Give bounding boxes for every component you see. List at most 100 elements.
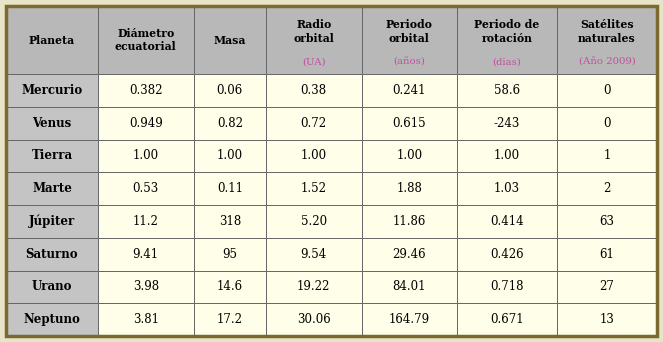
Bar: [194, 205, 266, 238]
Text: Satélites
naturales: Satélites naturales: [578, 19, 636, 44]
Bar: [6, 238, 98, 271]
Bar: [98, 74, 194, 107]
Bar: [457, 205, 557, 238]
Text: Júpiter: Júpiter: [29, 215, 75, 228]
Text: 0.38: 0.38: [301, 84, 327, 97]
Text: 9.41: 9.41: [133, 248, 159, 261]
Text: 0.671: 0.671: [491, 313, 524, 326]
Bar: [266, 172, 361, 205]
Text: 13: 13: [599, 313, 615, 326]
Bar: [457, 74, 557, 107]
Text: 0.06: 0.06: [217, 84, 243, 97]
Bar: [457, 107, 557, 140]
Bar: [6, 140, 98, 172]
Text: Diámetro
ecuatorial: Diámetro ecuatorial: [115, 28, 176, 52]
Text: 11.86: 11.86: [392, 215, 426, 228]
Bar: [361, 205, 457, 238]
Bar: [194, 271, 266, 303]
Bar: [194, 140, 266, 172]
Text: 30.06: 30.06: [297, 313, 331, 326]
Bar: [266, 6, 361, 74]
Text: 1.88: 1.88: [396, 182, 422, 195]
Text: 2: 2: [603, 182, 611, 195]
Bar: [6, 6, 98, 74]
Text: 1.03: 1.03: [494, 182, 520, 195]
Bar: [457, 238, 557, 271]
Text: 14.6: 14.6: [217, 280, 243, 293]
Text: 1: 1: [603, 149, 611, 162]
Bar: [557, 172, 657, 205]
Text: Radio
orbital: Radio orbital: [293, 19, 334, 44]
Bar: [266, 107, 361, 140]
Bar: [98, 172, 194, 205]
Bar: [557, 205, 657, 238]
Bar: [557, 140, 657, 172]
Bar: [266, 140, 361, 172]
Text: 0.414: 0.414: [491, 215, 524, 228]
Text: Periodo
orbital: Periodo orbital: [386, 19, 433, 44]
Bar: [557, 303, 657, 336]
Text: 1.00: 1.00: [396, 149, 422, 162]
Bar: [98, 205, 194, 238]
Text: 0.241: 0.241: [392, 84, 426, 97]
Bar: [361, 238, 457, 271]
Text: 0.11: 0.11: [217, 182, 243, 195]
Bar: [194, 107, 266, 140]
Text: (años): (años): [393, 57, 425, 66]
Bar: [266, 205, 361, 238]
Text: (Año 2009): (Año 2009): [579, 57, 635, 66]
Bar: [361, 271, 457, 303]
Bar: [457, 140, 557, 172]
Text: 0.426: 0.426: [491, 248, 524, 261]
Text: 63: 63: [599, 215, 615, 228]
Text: 1.00: 1.00: [494, 149, 520, 162]
Text: 0.718: 0.718: [491, 280, 524, 293]
Text: 3.81: 3.81: [133, 313, 158, 326]
Bar: [6, 172, 98, 205]
Bar: [98, 238, 194, 271]
Text: Tierra: Tierra: [31, 149, 72, 162]
Text: Mercurio: Mercurio: [21, 84, 83, 97]
Bar: [557, 6, 657, 74]
Text: 1.00: 1.00: [217, 149, 243, 162]
Text: 61: 61: [599, 248, 615, 261]
Bar: [6, 271, 98, 303]
Bar: [457, 6, 557, 74]
Bar: [6, 303, 98, 336]
Bar: [457, 172, 557, 205]
Text: 164.79: 164.79: [389, 313, 430, 326]
Text: 58.6: 58.6: [494, 84, 520, 97]
Bar: [457, 271, 557, 303]
Text: Planeta: Planeta: [29, 35, 75, 45]
Text: (UA): (UA): [302, 57, 326, 66]
Bar: [194, 172, 266, 205]
Text: 0.382: 0.382: [129, 84, 162, 97]
Text: 84.01: 84.01: [392, 280, 426, 293]
Bar: [98, 6, 194, 74]
Bar: [6, 205, 98, 238]
Bar: [361, 74, 457, 107]
Bar: [361, 172, 457, 205]
Text: Masa: Masa: [213, 35, 246, 45]
Text: 1.52: 1.52: [301, 182, 327, 195]
Text: 9.54: 9.54: [300, 248, 327, 261]
Text: Neptuno: Neptuno: [24, 313, 80, 326]
Bar: [457, 303, 557, 336]
Bar: [98, 303, 194, 336]
Text: 11.2: 11.2: [133, 215, 158, 228]
Bar: [98, 140, 194, 172]
Bar: [557, 74, 657, 107]
Bar: [361, 303, 457, 336]
Bar: [361, 107, 457, 140]
Bar: [266, 74, 361, 107]
Text: Venus: Venus: [32, 117, 72, 130]
Text: 5.20: 5.20: [301, 215, 327, 228]
Bar: [194, 303, 266, 336]
Bar: [98, 107, 194, 140]
Bar: [266, 238, 361, 271]
Text: (dias): (dias): [493, 57, 522, 66]
Text: Saturno: Saturno: [26, 248, 78, 261]
Text: Marte: Marte: [32, 182, 72, 195]
Bar: [194, 74, 266, 107]
Text: 19.22: 19.22: [297, 280, 330, 293]
